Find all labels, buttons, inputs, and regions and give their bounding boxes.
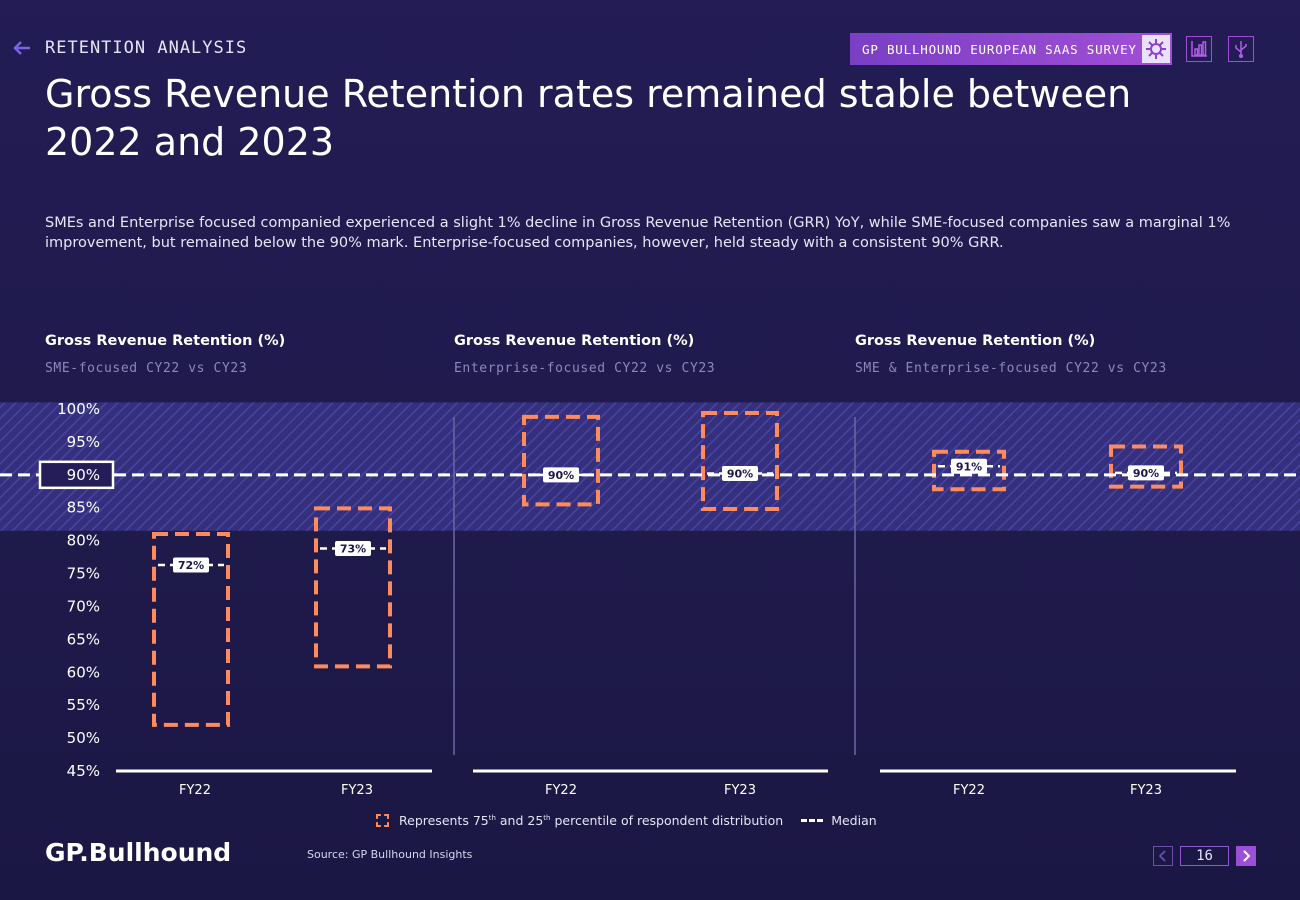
page-number: 16 xyxy=(1180,846,1229,866)
y-tick-label: 75% xyxy=(67,565,100,583)
top-bar: RETENTION ANALYSIS GP BULLHOUND EUROPEAN… xyxy=(0,0,1300,70)
y-tick-label: 60% xyxy=(67,663,100,681)
arrow-left-icon[interactable] xyxy=(10,38,34,58)
median-label: 90% xyxy=(1133,467,1159,480)
x-tick-label: FY22 xyxy=(545,783,577,798)
intro-paragraph: SMEs and Enterprise focused companied ex… xyxy=(45,215,1231,251)
grr-box-chart: 100% 95% 90% 85% 80% 75% 70% 65% 60% 55% 50% 45% 72… xyxy=(0,400,1300,798)
panel-subtitle-combined: SME & Enterprise-focused CY22 vs CY23 xyxy=(855,361,1167,376)
y-tick-label: 65% xyxy=(67,630,100,648)
median-label: 90% xyxy=(548,469,574,482)
panel-subtitle-sme: SME-focused CY22 vs CY23 xyxy=(45,361,248,376)
median-label-bg xyxy=(722,466,758,482)
x-tick-label: FY23 xyxy=(1130,783,1162,798)
percentile-box xyxy=(1109,444,1183,489)
y-tick-label: 100% xyxy=(57,400,100,418)
median-label: 73% xyxy=(340,543,366,556)
y-tick-label: 70% xyxy=(67,597,100,615)
dashed-line-icon xyxy=(801,819,824,822)
median-label-bg xyxy=(173,557,209,573)
page-title: Gross Revenue Retention rates remained s… xyxy=(45,72,1132,164)
panel-title-enterprise: Gross Revenue Retention (%) xyxy=(454,333,695,349)
highlight-band xyxy=(0,402,1300,531)
median-label-bg xyxy=(1128,465,1164,481)
dashed-box-icon xyxy=(376,814,389,827)
legend: Represents 75th and 25th percentile of r… xyxy=(376,813,877,828)
y-tick-label: 55% xyxy=(67,696,100,714)
median-label: 91% xyxy=(956,460,982,473)
percentile-box xyxy=(932,449,1006,492)
median-label: 72% xyxy=(178,559,204,572)
section-label: RETENTION ANALYSIS xyxy=(45,38,248,58)
panel-title-sme: Gross Revenue Retention (%) xyxy=(45,333,286,349)
y-tick-label: 95% xyxy=(67,433,100,451)
x-tick-label: FY22 xyxy=(953,783,985,798)
percentile-box xyxy=(314,506,392,669)
y-tick-label: 45% xyxy=(67,762,100,780)
y-tick-label: 85% xyxy=(67,499,100,517)
median-label-bg xyxy=(951,458,987,474)
bar-chart-icon[interactable] xyxy=(1186,36,1212,62)
x-tick-label: FY22 xyxy=(179,783,211,798)
brand-logo: GP.Bullhound xyxy=(45,838,232,867)
median-label-bg xyxy=(335,541,371,557)
chevron-right-icon[interactable] xyxy=(1236,846,1256,866)
source-note: Source: GP Bullhound Insights xyxy=(307,848,473,861)
y-tick-label: 50% xyxy=(67,729,100,747)
legend-box-label: Represents 75th and 25th percentile of r… xyxy=(399,813,784,828)
x-tick-label: FY23 xyxy=(341,783,373,798)
median-label-bg xyxy=(543,467,579,483)
usb-icon[interactable] xyxy=(1228,36,1254,62)
x-tick-label: FY23 xyxy=(724,783,756,798)
y-tick-label: 80% xyxy=(67,532,100,550)
survey-badge[interactable]: GP BULLHOUND EUROPEAN SAAS SURVEY xyxy=(850,33,1172,65)
chevron-left-icon[interactable] xyxy=(1153,846,1173,866)
percentile-box xyxy=(152,532,230,727)
panel-title-combined: Gross Revenue Retention (%) xyxy=(855,333,1096,349)
panel-subtitle-enterprise: Enterprise-focused CY22 vs CY23 xyxy=(454,361,716,376)
y-tick-label: 90% xyxy=(67,466,100,484)
virus-icon xyxy=(1142,35,1170,63)
percentile-box xyxy=(522,414,600,507)
median-label: 90% xyxy=(727,468,753,481)
legend-median-label: Median xyxy=(831,813,877,828)
survey-label: GP BULLHOUND EUROPEAN SAAS SURVEY xyxy=(862,41,1137,57)
